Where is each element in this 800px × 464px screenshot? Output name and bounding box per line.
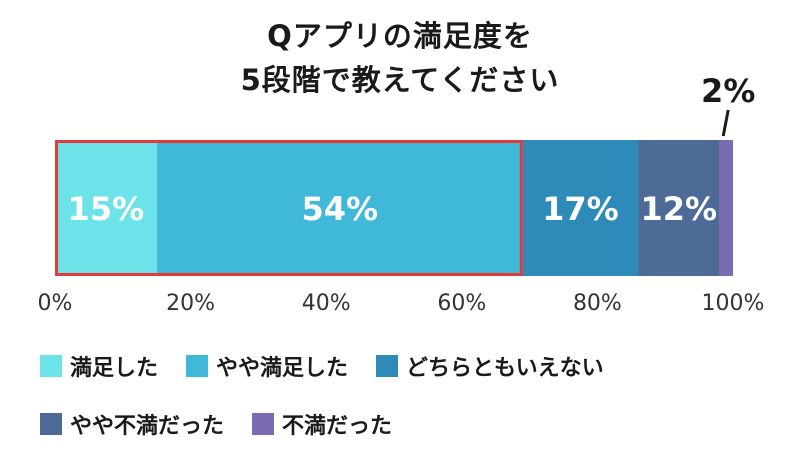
x-tick-label: 20% [166,291,215,316]
data-label: 12% [640,190,717,228]
data-label: 2% [701,72,755,110]
legend-item-somewhat-dissatisfied: やや不満だった [40,408,224,440]
legend-row-2: やや不満だった 不満だった [40,404,790,444]
legend-label: やや満足した [216,356,349,381]
bar-segment [156,140,523,276]
legend-label: どちらともいえない [406,356,604,381]
data-label: 17% [542,190,619,228]
legend-swatch [186,355,209,377]
legend-swatch [40,355,62,377]
legend-item-satisfied: 満足した [40,350,158,382]
legend-label: 不満だった [282,414,393,439]
chart-title-line-1: Qアプリの満足度を [267,19,533,53]
stacked-bar-chart: 15% 54% 17% 12% 2% 0% 20% 40% 60% 80% 100% [38,72,765,316]
chart-title: Qアプリの満足度を 5段階で教えてください [0,14,800,102]
legend-item-neutral: どちらともいえない [376,350,604,382]
data-label: 54% [301,190,378,228]
x-tick-label: 60% [437,291,486,316]
legend-label: やや不満だった [70,414,225,439]
bar-segment [55,140,157,276]
x-tick-label: 0% [38,291,73,316]
highlight-box [55,140,523,276]
chart-title-line-2: 5段階で教えてください [240,63,560,97]
leader-line [721,109,730,137]
legend-swatch [252,413,275,435]
bar-segment [522,140,639,276]
x-tick-label: 80% [573,291,622,316]
data-label: 15% [68,190,145,228]
legend-row-1: 満足した やや満足した どちらともいえない [40,346,790,386]
x-tick-label: 100% [702,291,765,316]
legend-item-somewhat-satisfied: やや満足した [186,350,348,382]
x-tick-label: 40% [302,291,351,316]
legend-swatch [40,413,62,435]
legend-item-dissatisfied: 不満だった [252,408,392,440]
legend-swatch [376,355,399,377]
legend-label: 満足した [70,356,159,381]
bar-segment [638,140,720,276]
legend: 満足した やや満足した どちらともいえない やや不満だった 不満だった [40,346,790,462]
bar-segment [719,140,733,276]
